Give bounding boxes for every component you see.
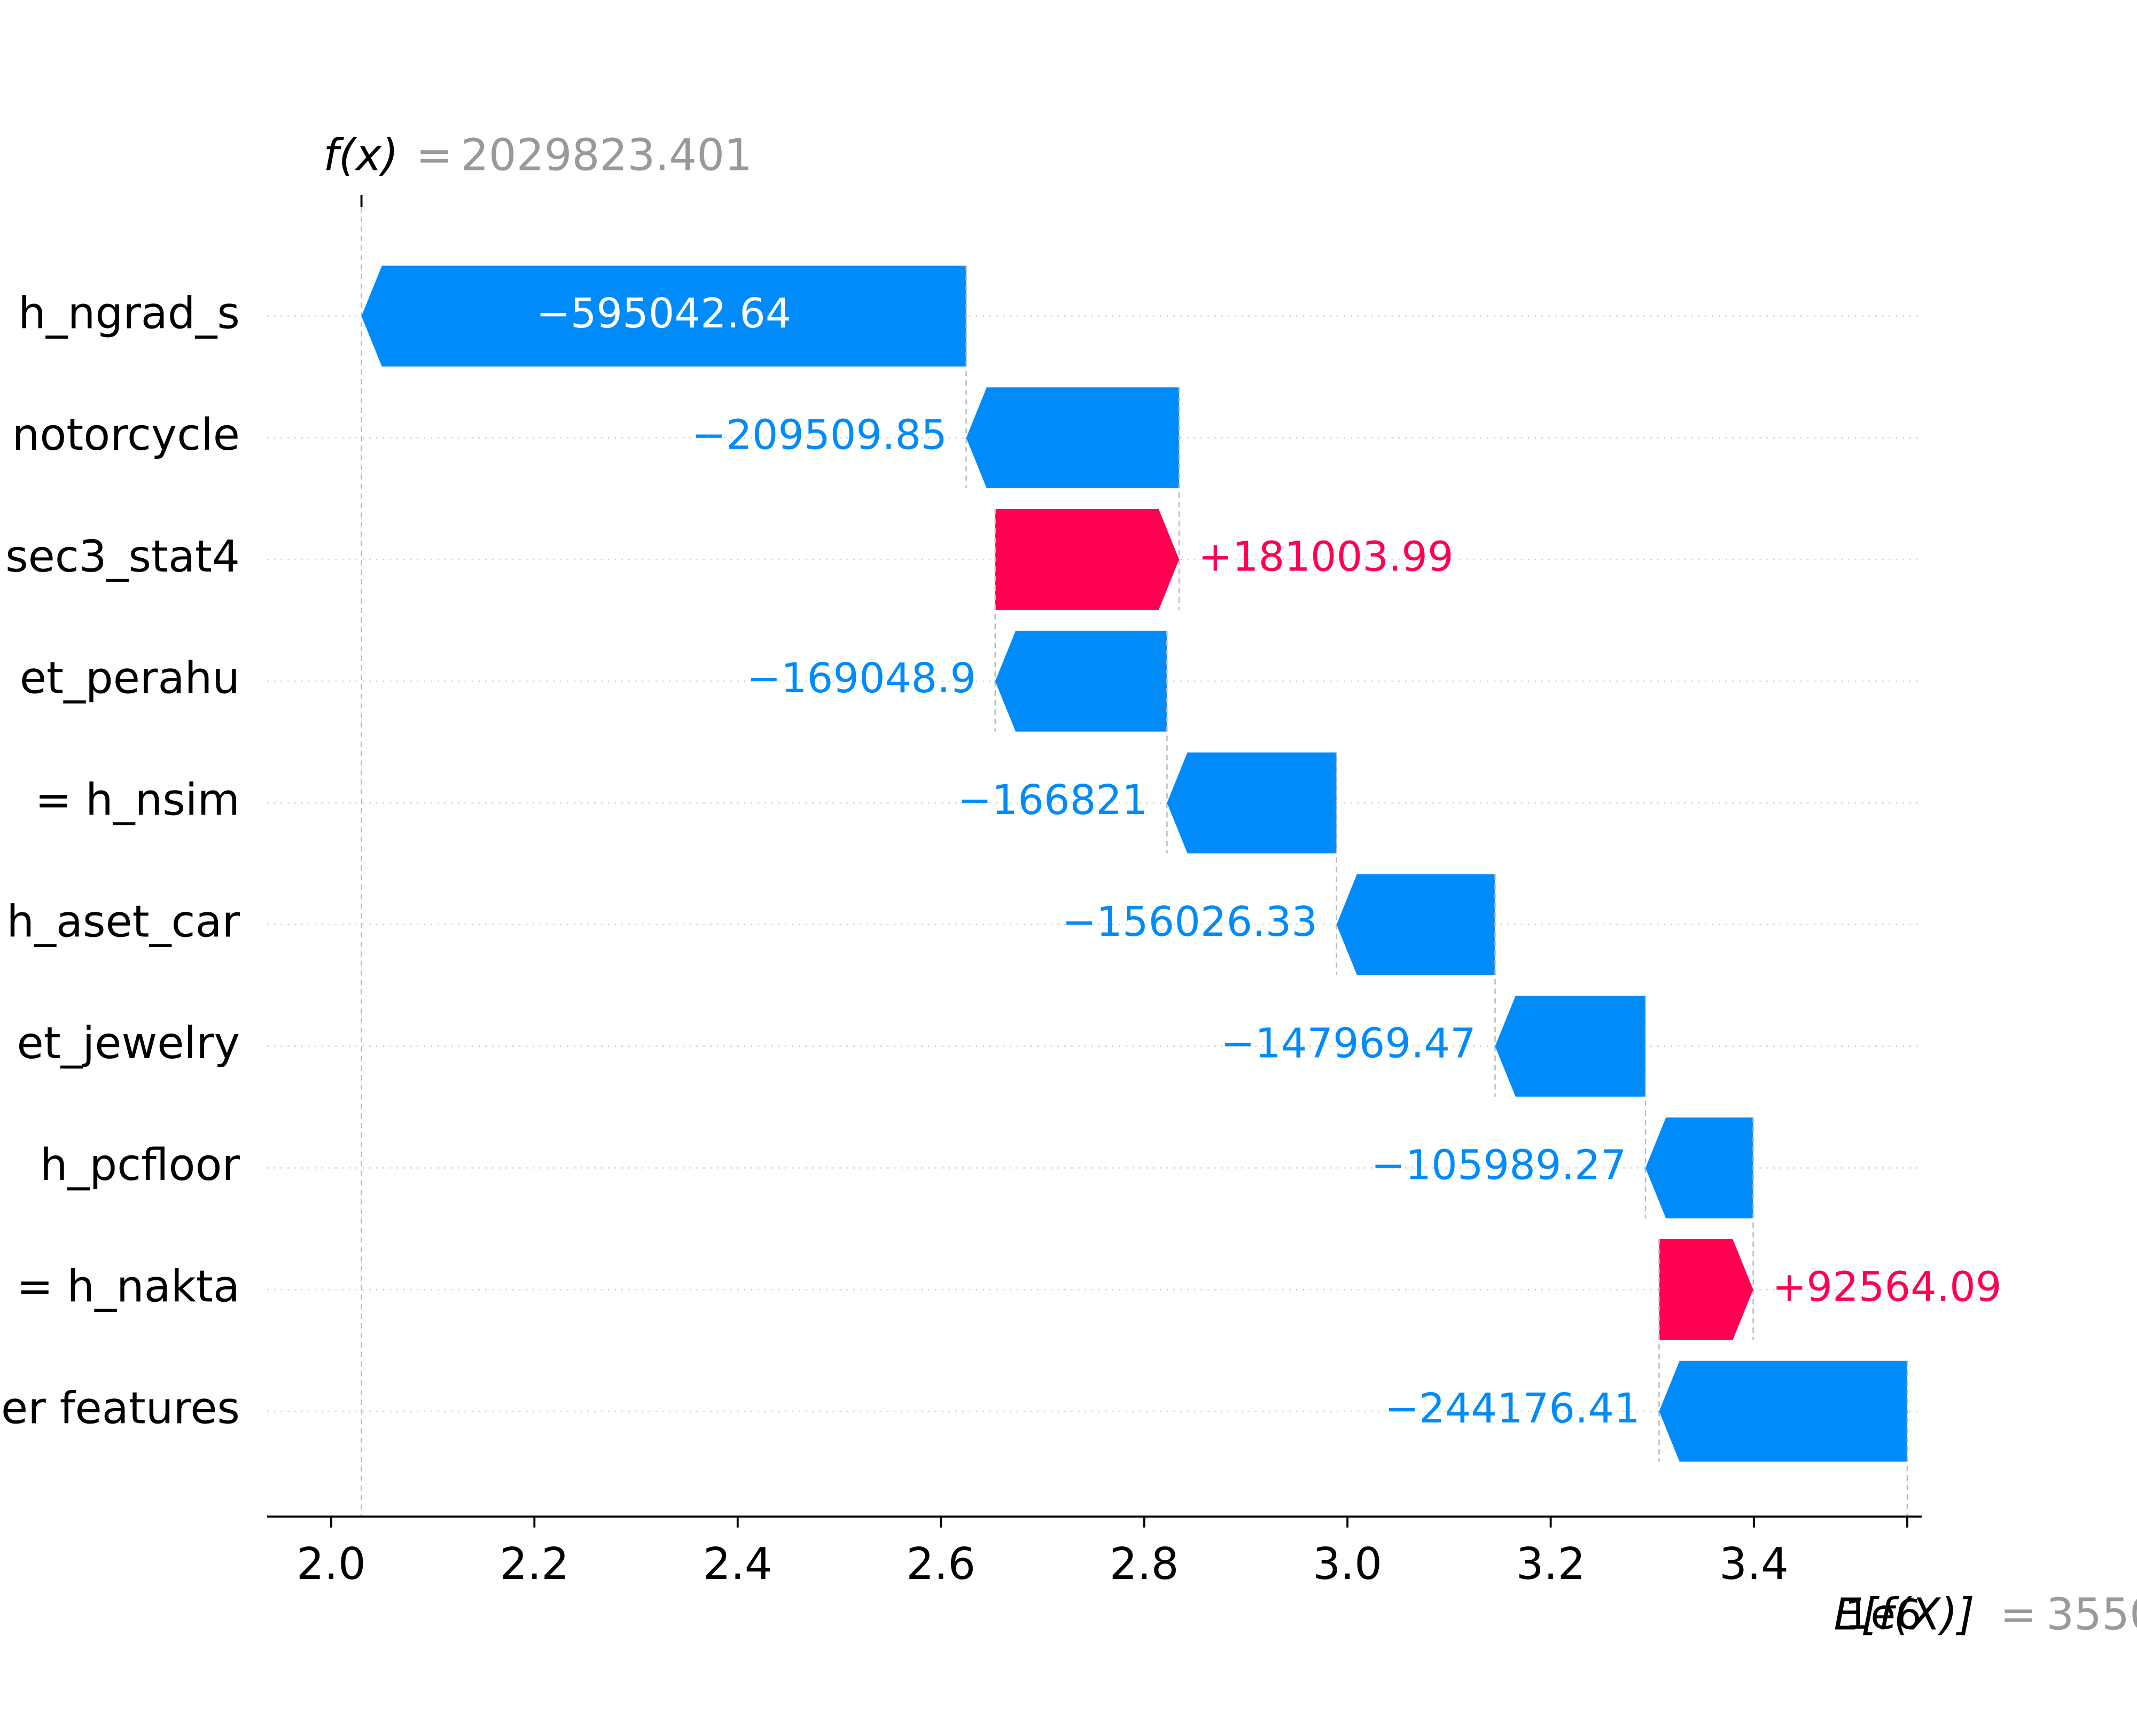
x-tick-label: 2.4 <box>703 1539 773 1590</box>
output-label: f(x) <box>323 130 399 181</box>
output-value: 2029823.401 <box>461 130 752 181</box>
bar <box>1645 1117 1753 1218</box>
bar <box>995 509 1180 610</box>
feature-label: et_jewelry <box>17 1018 240 1069</box>
x-tick-label: 3.2 <box>1516 1539 1586 1590</box>
value-label: +181003.99 <box>1198 533 1454 581</box>
bar <box>1659 1360 1908 1462</box>
feature-label: h_aset_car <box>6 896 240 947</box>
bar <box>1495 996 1645 1097</box>
value-label: −166821 <box>957 777 1148 824</box>
value-label: −156026.33 <box>1062 898 1317 946</box>
bar <box>995 630 1167 732</box>
x-tick-label: 3.4 <box>1719 1539 1789 1590</box>
x-tick-label: 3.0 <box>1313 1539 1382 1590</box>
output-equals: = <box>416 130 453 181</box>
value-label: −169048.9 <box>747 655 976 702</box>
feature-label: sec3_stat4 <box>5 531 240 582</box>
base-label: E[f(X)] <box>1834 1590 1975 1640</box>
feature-label: = h_nsim <box>35 775 240 826</box>
value-label: −244176.41 <box>1385 1385 1640 1433</box>
feature-label: notorcycle <box>12 410 240 460</box>
axis-offset: 1e6 <box>1844 1591 1921 1639</box>
x-tick-label: 2.0 <box>297 1539 366 1590</box>
bar <box>1167 752 1337 854</box>
base-value: 3550839.191 <box>2046 1590 2137 1640</box>
feature-label: er features <box>1 1383 240 1434</box>
x-tick-label: 2.8 <box>1110 1539 1179 1590</box>
base-equals: = <box>2000 1590 2036 1640</box>
x-tick-label: 2.6 <box>906 1539 976 1590</box>
x-tick-label: 2.2 <box>500 1539 569 1590</box>
value-label: −147969.47 <box>1221 1020 1476 1068</box>
value-label: −595042.64 <box>536 290 792 338</box>
feature-label: h_pcfloor <box>40 1140 240 1191</box>
bar <box>1336 874 1495 975</box>
bar <box>1659 1239 1753 1340</box>
feature-label: h_ngrad_s <box>18 288 240 339</box>
value-label: +92564.09 <box>1772 1263 2001 1311</box>
feature-label: = h_nakta <box>17 1262 240 1312</box>
value-label: −209509.85 <box>692 412 947 459</box>
feature-label: et_perahu <box>20 653 240 704</box>
bar <box>361 265 966 367</box>
bar <box>966 387 1180 489</box>
value-label: −105989.27 <box>1371 1141 1626 1189</box>
